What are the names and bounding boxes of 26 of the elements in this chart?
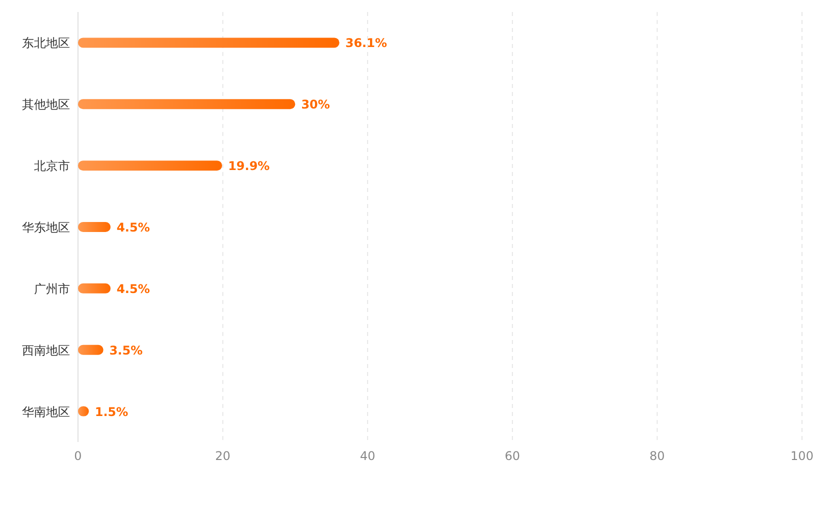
y-tick-label: 华南地区 [22,404,70,419]
data-label: 36.1% [345,36,388,50]
bar [78,283,111,294]
bar [78,99,296,110]
data-label: 4.5% [116,282,150,296]
data-label: 19.9% [228,159,270,174]
bar [78,160,222,171]
x-tick-label: 80 [650,449,665,463]
bar [78,344,104,355]
y-tick-label: 华东地区 [22,220,70,234]
data-label: 4.5% [116,220,150,234]
bar [78,38,340,48]
y-tick-label: 广州市 [34,282,70,296]
data-label: 30% [301,98,330,112]
x-tick-label: 100 [790,449,814,463]
x-tick-label: 40 [360,449,376,463]
bar [78,222,111,232]
x-tick-label: 0 [74,449,82,463]
y-tick-label: 其他地区 [22,98,70,112]
data-label: 3.5% [109,343,143,358]
y-tick-label: 东北地区 [22,36,70,50]
x-tick-label: 20 [215,449,230,463]
x-tick-label: 60 [504,449,520,463]
y-tick-label: 西南地区 [22,343,70,358]
data-label: 1.5% [94,404,128,419]
y-tick-label: 北京市 [34,159,70,174]
